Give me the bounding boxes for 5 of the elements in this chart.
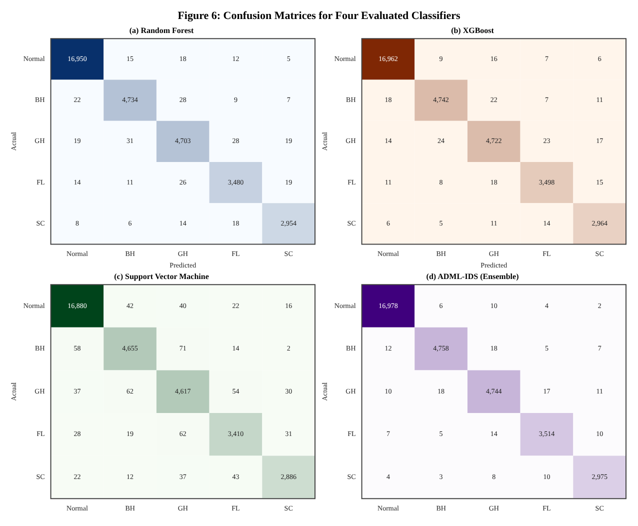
chart-title: (a) Random Forest	[129, 26, 194, 35]
chart-title: (c) Support Vector Machine	[114, 272, 210, 281]
caption: Figure 6: Confusion Matrices for Four Evaluated Classifiers	[176, 9, 462, 24]
chart-title: (d) ADML-IDS (Ensemble)	[426, 272, 520, 281]
chart-title: (b) XGBoost	[451, 26, 494, 35]
